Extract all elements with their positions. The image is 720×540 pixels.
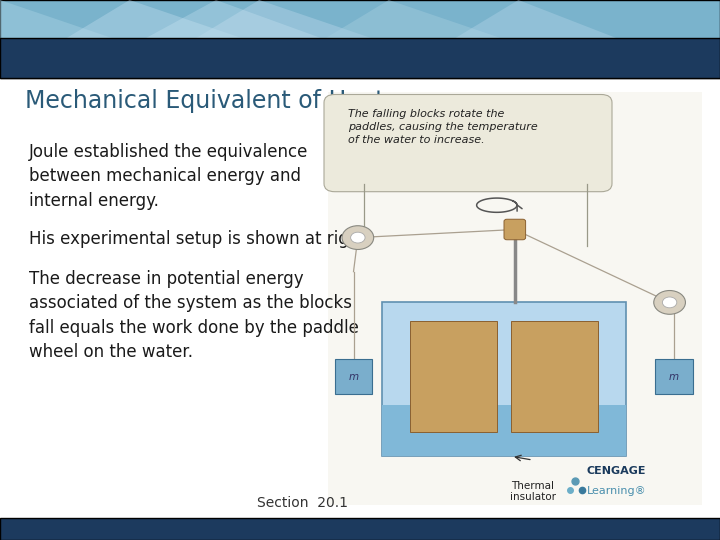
Circle shape (351, 232, 365, 243)
Circle shape (654, 291, 685, 314)
FancyBboxPatch shape (328, 92, 702, 505)
Polygon shape (0, 0, 360, 78)
Text: His experimental setup is shown at right.: His experimental setup is shown at right… (29, 230, 371, 247)
FancyBboxPatch shape (335, 359, 372, 394)
FancyBboxPatch shape (504, 219, 526, 240)
FancyBboxPatch shape (0, 38, 720, 78)
FancyBboxPatch shape (324, 94, 612, 192)
Text: Joule established the equivalence
between mechanical energy and
internal energy.: Joule established the equivalence betwee… (29, 143, 308, 210)
Text: m: m (348, 372, 359, 382)
Text: CENGAGE: CENGAGE (587, 466, 647, 476)
Text: Section  20.1: Section 20.1 (257, 496, 348, 510)
Text: The falling blocks rotate the
paddles, causing the temperature
of the water to i: The falling blocks rotate the paddles, c… (348, 109, 538, 145)
Text: m: m (669, 372, 679, 382)
Circle shape (342, 226, 374, 249)
Polygon shape (72, 0, 432, 78)
FancyBboxPatch shape (0, 0, 720, 78)
Polygon shape (130, 0, 490, 78)
Circle shape (662, 297, 677, 308)
Polygon shape (259, 0, 619, 78)
Text: Learning®: Learning® (587, 485, 647, 496)
Polygon shape (389, 0, 720, 78)
Text: The decrease in potential energy
associated of the system as the blocks
fall equ: The decrease in potential energy associa… (29, 270, 359, 361)
Text: Mechanical Equivalent of Heat: Mechanical Equivalent of Heat (25, 89, 384, 113)
FancyBboxPatch shape (0, 518, 720, 540)
FancyBboxPatch shape (511, 321, 598, 432)
FancyBboxPatch shape (382, 405, 626, 456)
FancyBboxPatch shape (382, 302, 626, 456)
Polygon shape (0, 0, 230, 78)
FancyBboxPatch shape (410, 321, 497, 432)
Text: Thermal
insulator: Thermal insulator (510, 481, 556, 502)
FancyBboxPatch shape (655, 359, 693, 394)
